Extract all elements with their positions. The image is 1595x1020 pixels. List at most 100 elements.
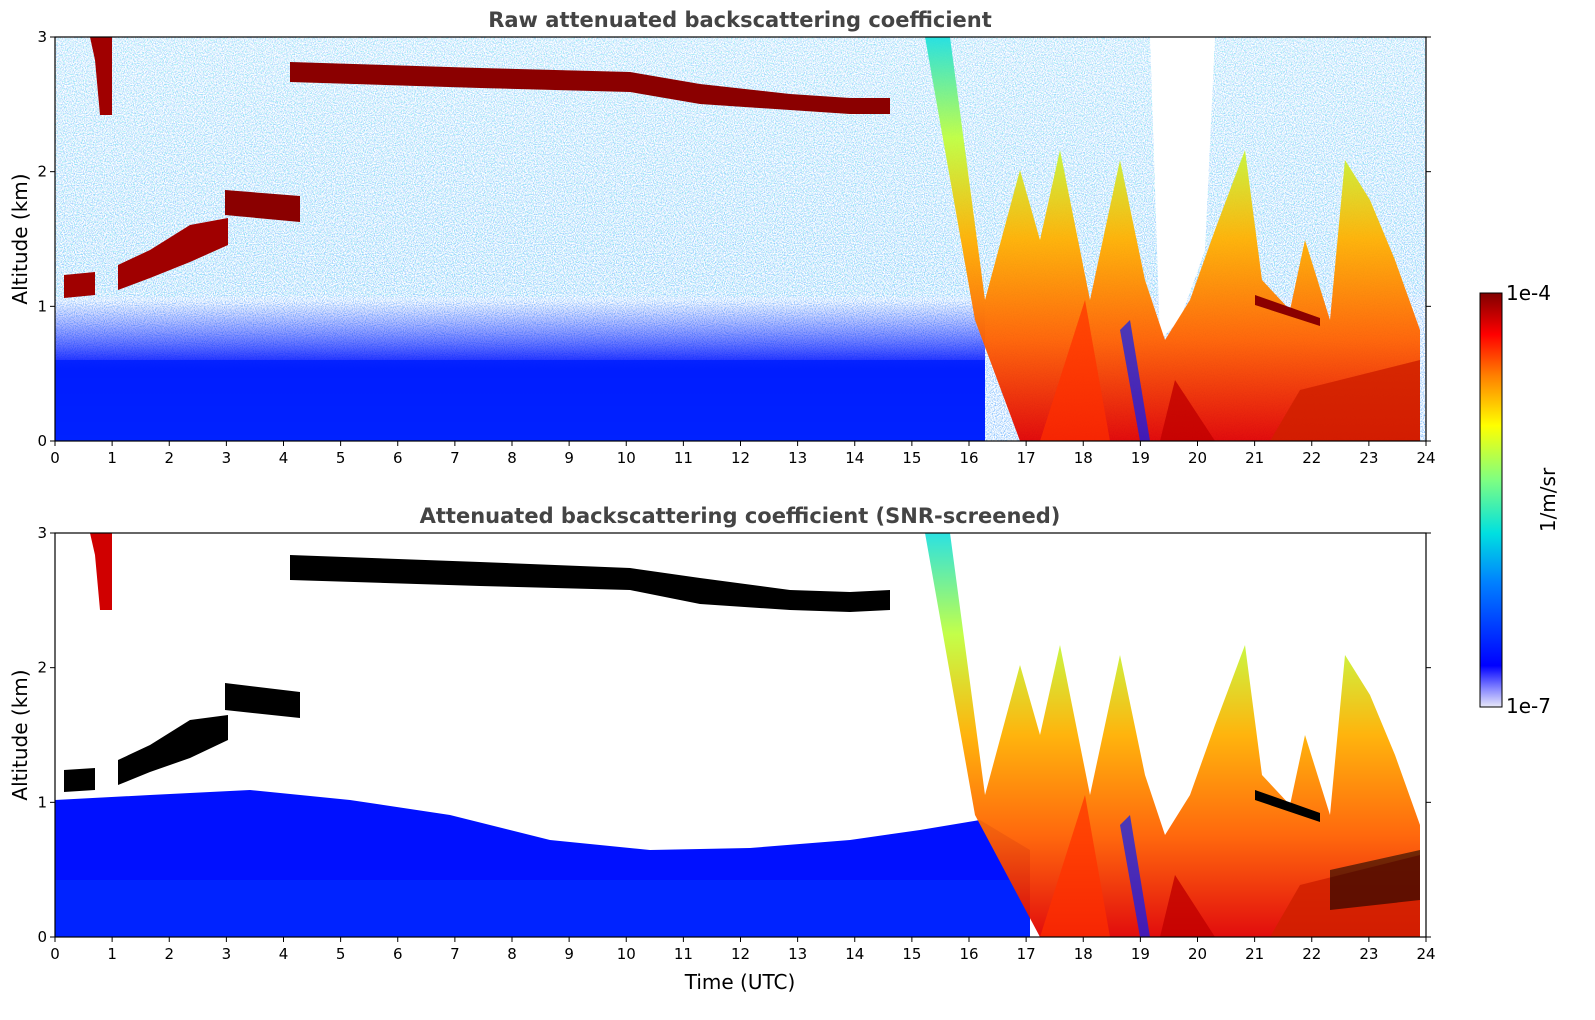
x-tick-label: 10 bbox=[617, 945, 636, 963]
x-tick-label: 11 bbox=[674, 449, 693, 467]
panel-raw-title: Raw attenuated backscattering coefficien… bbox=[488, 8, 992, 32]
x-tick-label: 16 bbox=[959, 945, 978, 963]
screened-precip-black-streaks bbox=[1330, 850, 1420, 910]
x-tick-label: 13 bbox=[788, 945, 807, 963]
x-tick-label: 23 bbox=[1359, 945, 1378, 963]
x-tick-label: 21 bbox=[1245, 449, 1264, 467]
x-tick-label: 18 bbox=[1074, 945, 1093, 963]
x-tick-label: 2 bbox=[164, 945, 174, 963]
screened-mid-cloud bbox=[225, 683, 300, 718]
x-tick-label: 0 bbox=[50, 945, 60, 963]
x-tick-label: 4 bbox=[279, 449, 289, 467]
x-tick-label: 5 bbox=[336, 945, 346, 963]
x-tick-label: 14 bbox=[845, 449, 864, 467]
x-tick-label: 4 bbox=[279, 945, 289, 963]
screened-precip-core-1 bbox=[1040, 795, 1110, 937]
raw-precipitation bbox=[925, 37, 1420, 441]
raw-precip-core-3 bbox=[1270, 360, 1420, 441]
x-tick-label: 19 bbox=[1131, 449, 1150, 467]
x-tick-label: 13 bbox=[788, 449, 807, 467]
panel-raw-ylabel: Altitude (km) bbox=[8, 173, 32, 304]
x-tick-label: 9 bbox=[564, 449, 574, 467]
colorbar-max-label: 1e-4 bbox=[1506, 281, 1551, 305]
x-tick-label: 12 bbox=[731, 945, 750, 963]
panel-screened-y-axis: 0 1 2 3 bbox=[37, 524, 1431, 946]
raw-elevated-cloud bbox=[290, 62, 890, 114]
panel-raw: Raw attenuated backscattering coefficien… bbox=[8, 8, 1436, 467]
x-tick-label: 20 bbox=[1188, 449, 1207, 467]
raw-topleft-cloud bbox=[90, 37, 112, 115]
colorbar-min-label: 1e-7 bbox=[1506, 694, 1551, 718]
x-tick-label: 5 bbox=[336, 449, 346, 467]
colorbar: 1e-4 1e-7 1/m/sr bbox=[1479, 281, 1560, 718]
x-tick-label: 21 bbox=[1245, 945, 1264, 963]
raw-precip-gap bbox=[1120, 320, 1150, 441]
screened-boundary-layer-core bbox=[55, 880, 1030, 937]
y-tick-label: 0 bbox=[37, 928, 47, 946]
x-tick-label: 22 bbox=[1302, 945, 1321, 963]
x-tick-label: 20 bbox=[1188, 945, 1207, 963]
screened-precip-cloud-streak bbox=[1255, 790, 1320, 822]
x-tick-label: 8 bbox=[507, 449, 517, 467]
panel-screened-x-axis: 0 1 2 3 4 5 6 7 8 9 10 11 12 13 14 15 16 17 18 19 20 21 22 23 24 bbox=[50, 937, 1436, 963]
x-tick-label: 16 bbox=[959, 449, 978, 467]
x-tick-label: 10 bbox=[617, 449, 636, 467]
y-tick-label: 2 bbox=[37, 659, 47, 677]
x-tick-label: 6 bbox=[393, 945, 403, 963]
y-tick-label: 3 bbox=[37, 28, 47, 46]
panel-raw-y-axis: 0 1 2 3 bbox=[37, 28, 1431, 450]
screened-precip-gap bbox=[1120, 815, 1150, 937]
x-tick-label: 22 bbox=[1302, 449, 1321, 467]
x-tick-label: 15 bbox=[902, 449, 921, 467]
y-tick-label: 2 bbox=[37, 163, 47, 181]
x-tick-label: 7 bbox=[450, 945, 460, 963]
x-tick-label: 9 bbox=[564, 945, 574, 963]
x-tick-label: 17 bbox=[1017, 945, 1036, 963]
x-tick-label: 11 bbox=[674, 945, 693, 963]
raw-low-cloud bbox=[64, 272, 95, 298]
screened-low-cloud bbox=[64, 768, 95, 792]
x-tick-label: 23 bbox=[1359, 449, 1378, 467]
screened-precip-core-2 bbox=[1160, 875, 1215, 937]
x-tick-label: 17 bbox=[1017, 449, 1036, 467]
raw-mid-cloud bbox=[225, 190, 300, 222]
y-tick-label: 1 bbox=[37, 297, 47, 315]
raw-rising-cloud bbox=[118, 218, 228, 290]
panel-raw-x-axis: 0 1 2 3 4 5 6 7 8 9 10 11 12 13 14 15 16 17 18 19 20 21 22 23 24 bbox=[50, 441, 1436, 467]
y-tick-label: 0 bbox=[37, 432, 47, 450]
x-tick-label: 15 bbox=[902, 945, 921, 963]
screened-topleft-cloud bbox=[90, 533, 112, 610]
x-tick-label: 8 bbox=[507, 945, 517, 963]
x-tick-label: 24 bbox=[1416, 449, 1435, 467]
x-tick-label: 7 bbox=[450, 449, 460, 467]
panel-screened: Attenuated backscattering coefficient (S… bbox=[8, 504, 1436, 994]
screened-rising-cloud bbox=[118, 715, 228, 785]
screened-elevated-cloud bbox=[290, 555, 890, 612]
raw-precip-cloud-streak bbox=[1255, 295, 1320, 326]
raw-precip-core-1 bbox=[1040, 300, 1110, 441]
x-tick-label: 12 bbox=[731, 449, 750, 467]
raw-boundary-layer-core bbox=[55, 360, 985, 441]
screened-precipitation bbox=[925, 533, 1420, 937]
x-tick-label: 3 bbox=[222, 449, 232, 467]
x-tick-label: 1 bbox=[107, 945, 117, 963]
panel-screened-heatmap bbox=[55, 533, 1426, 937]
panel-screened-title: Attenuated backscattering coefficient (S… bbox=[420, 504, 1061, 528]
x-tick-label: 3 bbox=[222, 945, 232, 963]
x-tick-label: 1 bbox=[107, 449, 117, 467]
x-tick-label: 18 bbox=[1074, 449, 1093, 467]
x-tick-label: 6 bbox=[393, 449, 403, 467]
x-tick-label: 2 bbox=[164, 449, 174, 467]
panel-raw-heatmap bbox=[55, 37, 1426, 441]
raw-clear-gap bbox=[1150, 37, 1215, 340]
panel-screened-xlabel: Time (UTC) bbox=[684, 970, 796, 994]
colorbar-unit-label: 1/m/sr bbox=[1536, 467, 1560, 532]
y-tick-label: 3 bbox=[37, 524, 47, 542]
raw-precip-core-2 bbox=[1160, 380, 1215, 441]
colorbar-gradient bbox=[1479, 292, 1503, 708]
x-tick-label: 24 bbox=[1416, 945, 1435, 963]
y-tick-label: 1 bbox=[37, 793, 47, 811]
panel-screened-ylabel: Altitude (km) bbox=[8, 669, 32, 800]
x-tick-label: 19 bbox=[1131, 945, 1150, 963]
